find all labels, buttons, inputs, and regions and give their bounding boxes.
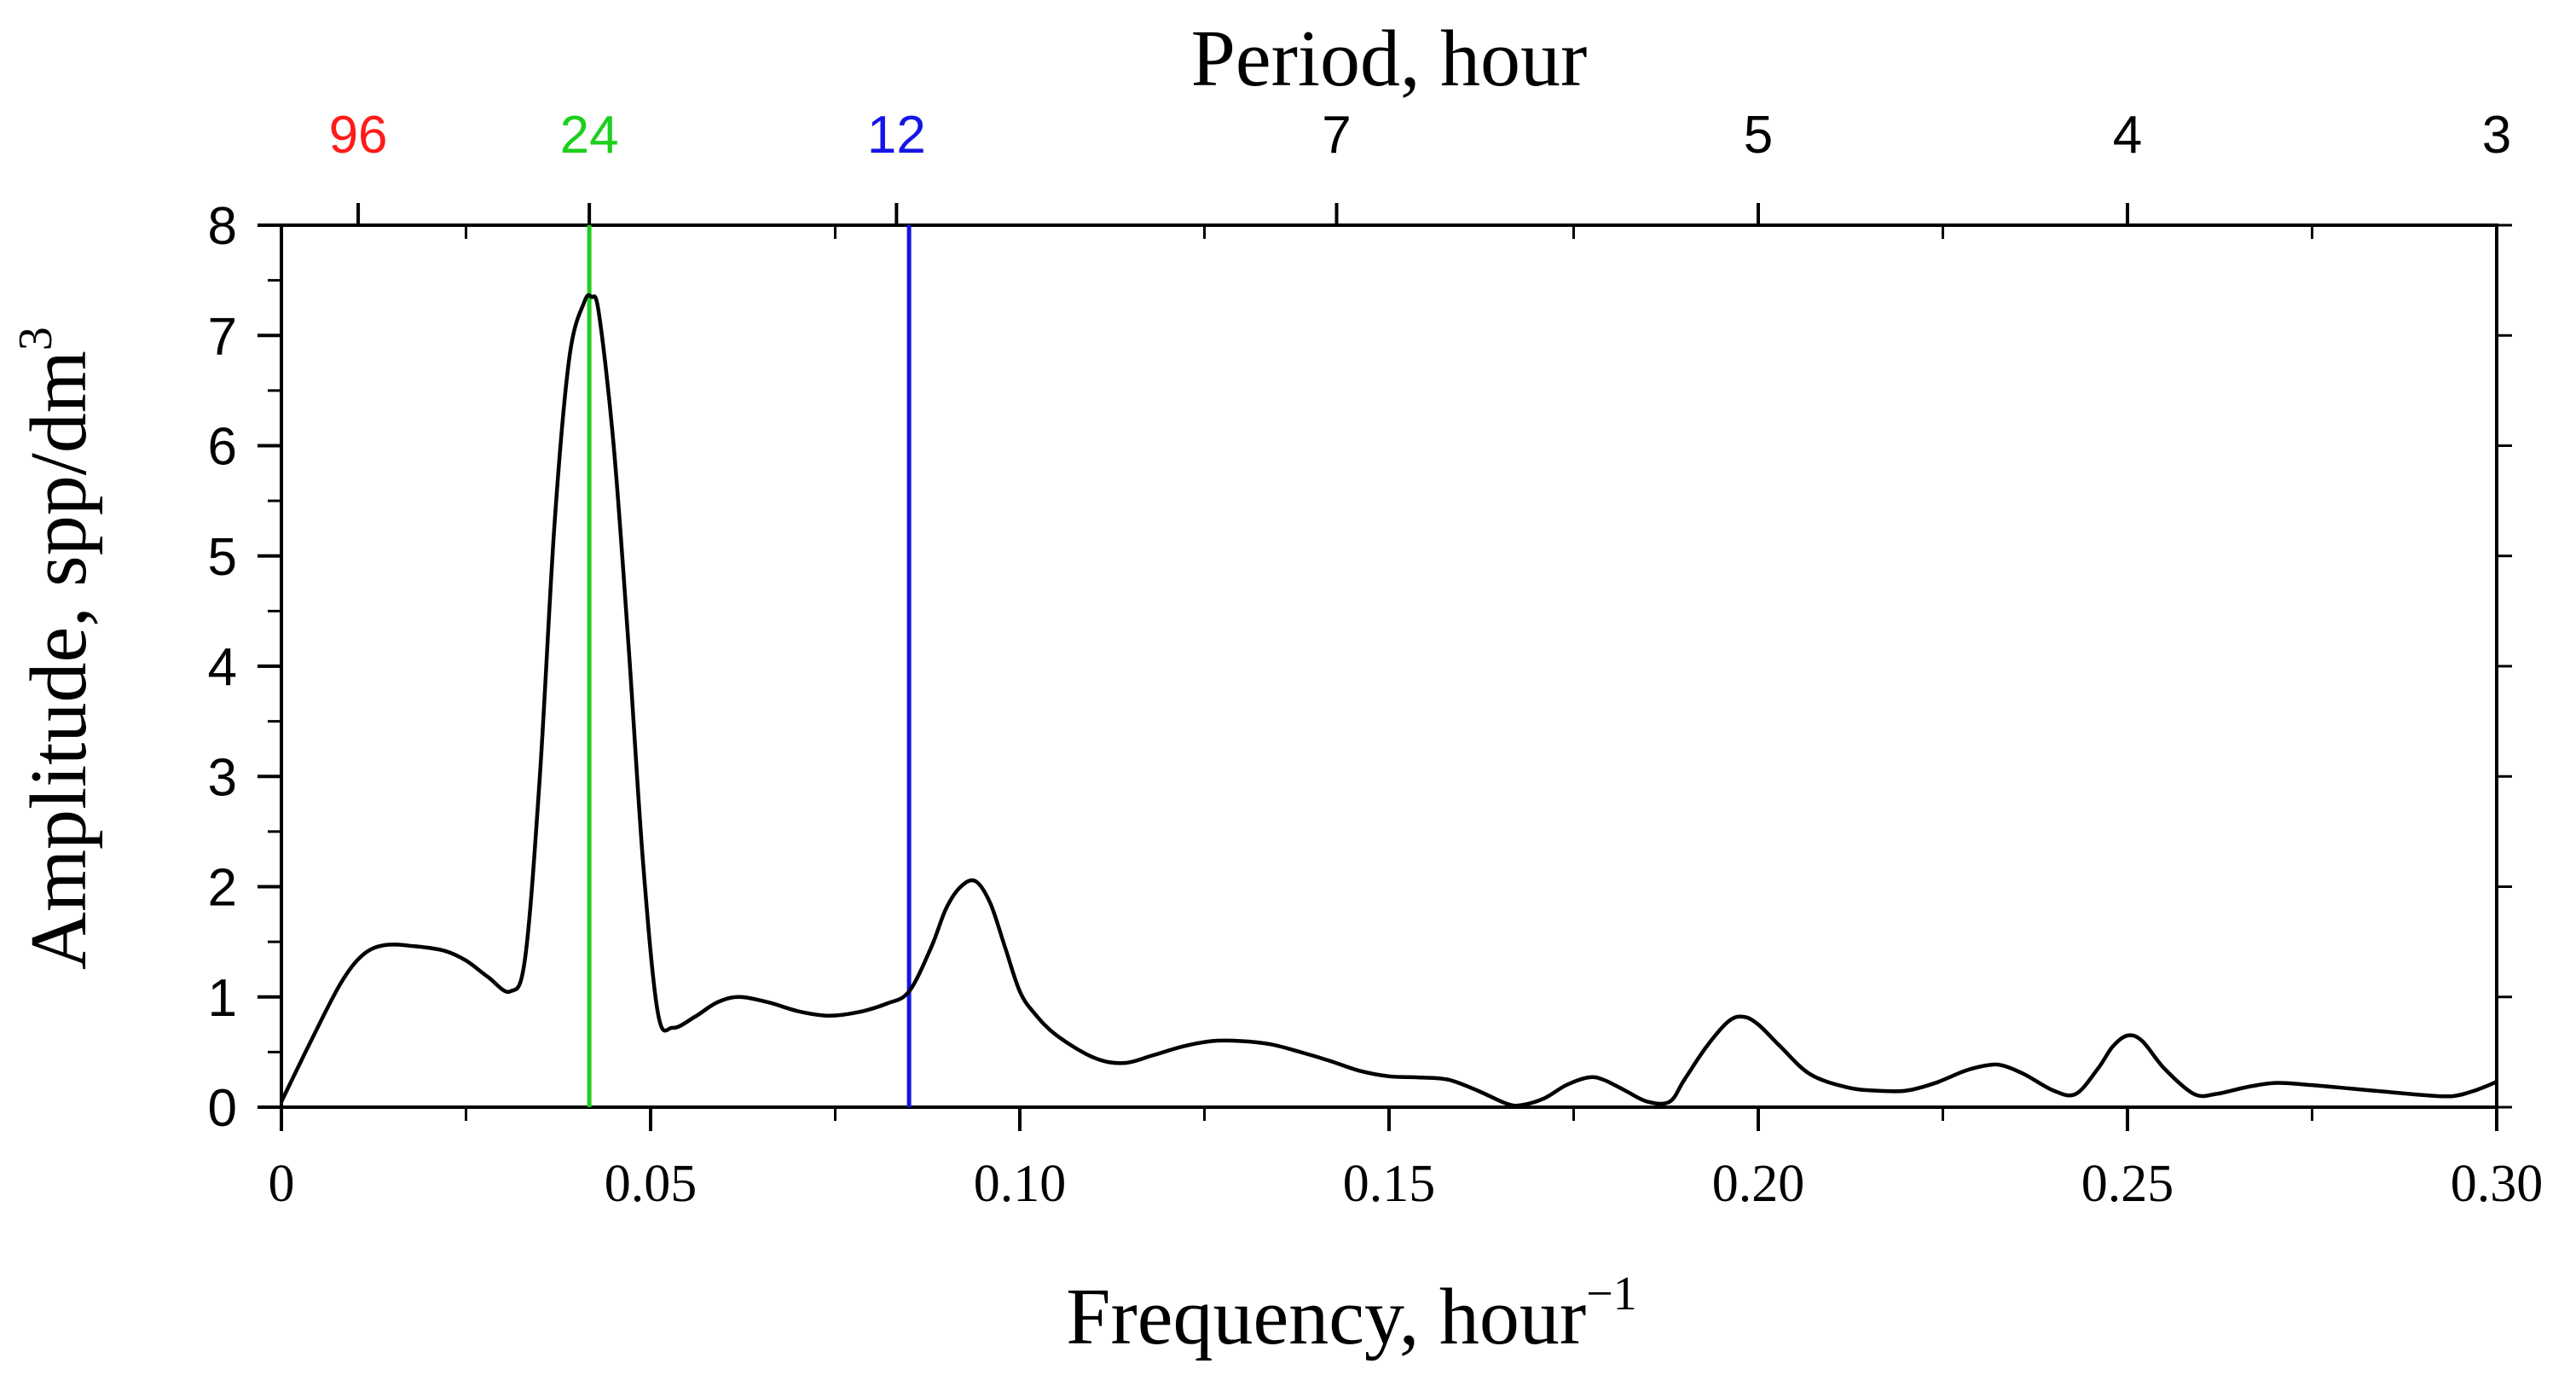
x-tick-label: 0.30: [2451, 1155, 2544, 1213]
y-axis-title-main: Amplitude, spp/dm: [14, 351, 103, 970]
x-axis-title: Frequency, hour−1: [1066, 1268, 1637, 1361]
x-tick-label: 0.25: [2081, 1155, 2174, 1213]
period-tick-label: 4: [2113, 106, 2142, 165]
bottom-axis: 0 0.05 0.10 0.15 0.20 0.25 0.30: [269, 225, 2544, 1213]
y-tick-label: 6: [208, 418, 237, 477]
plot-area-border: [280, 223, 2498, 1109]
y-tick-label: 4: [208, 638, 237, 697]
x-tick-label: 0.15: [1343, 1155, 1436, 1213]
y-axis-title: Amplitude, spp/dm3: [9, 327, 103, 970]
top-axis: 96 24 12 7 5 4 3: [329, 106, 2511, 225]
reference-lines: [587, 225, 912, 1107]
y-tick-label: 8: [208, 197, 237, 256]
series-layer: [279, 293, 2498, 1108]
y-tick-label: 2: [208, 859, 237, 918]
period-tick-label: 24: [560, 106, 619, 165]
amplitude-series-line-0: [279, 293, 2498, 1108]
y-tick-label: 1: [208, 969, 237, 1028]
y-tick-label: 7: [208, 307, 237, 366]
x-tick-label: 0.05: [605, 1155, 698, 1213]
period-tick-label: 96: [329, 106, 388, 165]
period-tick-label: 12: [867, 106, 926, 165]
y-tick-label: 5: [208, 528, 237, 587]
x-tick-label: 0.20: [1712, 1155, 1805, 1213]
x-tick-label: 0: [269, 1155, 295, 1213]
period-tick-label: 7: [1322, 106, 1351, 165]
y-tick-label: 3: [208, 748, 237, 807]
x-tick-label: 0.10: [974, 1155, 1067, 1213]
y-axis-title-superscript: 3: [9, 327, 62, 351]
period-tick-label: 3: [2482, 106, 2511, 165]
top-axis-title: Period, hour: [1191, 15, 1588, 103]
left-axis: 0 1 2 3 4 5 6 7 8: [208, 197, 2512, 1138]
y-tick-label: 0: [208, 1079, 237, 1138]
period-tick-label: 5: [1744, 106, 1773, 165]
x-axis-title-main: Frequency, hour: [1066, 1273, 1586, 1361]
x-axis-title-superscript: −1: [1586, 1268, 1637, 1320]
plot-frame: [280, 223, 2498, 1109]
